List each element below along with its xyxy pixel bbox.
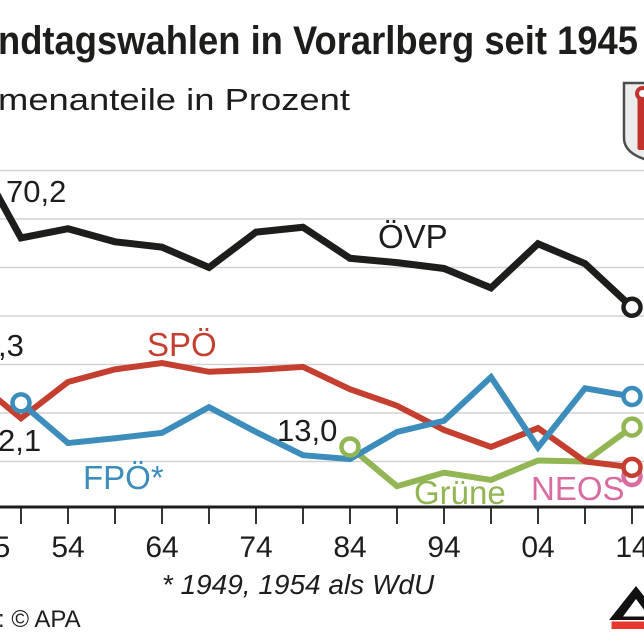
annotation-val_fpoe_1949: 2,1 <box>0 423 41 458</box>
x-tick-label: 54 <box>51 531 84 564</box>
x-tick-label: 5 <box>0 531 10 564</box>
apa-logo-icon <box>609 586 644 629</box>
data-point-marker-fpoe <box>621 385 643 408</box>
annotation-label_neos: NEOS <box>531 470 625 507</box>
annotation-val_oevp_1945: 70,2 <box>6 174 66 209</box>
data-point-marker-gruene <box>621 416 643 438</box>
annotation-label_spoe: SPÖ <box>147 326 217 363</box>
annotation-label_gruene: Grüne <box>414 474 506 511</box>
series-line-spoe <box>0 360 633 471</box>
footnote: * 1949, 1954 als WdU <box>162 569 435 600</box>
annotation-val_gruene_1984: 13,0 <box>277 413 337 448</box>
x-tick-label: 04 <box>521 531 554 564</box>
x-tick-label: 14 <box>615 531 644 564</box>
data-point-marker-fpoe <box>10 392 32 414</box>
data-point-marker-spoe <box>621 456 643 479</box>
x-tick-label: 84 <box>333 531 366 564</box>
chart-subtitle: menanteile in Prozent <box>0 82 350 117</box>
x-tick-label: 94 <box>427 531 460 564</box>
x-tick-label: 64 <box>145 531 178 564</box>
annotation-label_fpoe: FPÖ* <box>83 459 164 496</box>
annotation-val_spoe_1945: ,3 <box>0 328 24 363</box>
annotation-label_oevp: ÖVP <box>378 218 448 255</box>
series-line-oevp <box>0 192 635 310</box>
data-point-marker-oevp <box>621 296 643 319</box>
x-tick-label: 74 <box>239 531 272 564</box>
plot-area: 5 54 64 74 84 94 04 14 70,2 ,3 2,1 13,0 ÖVP SPÖ FPÖ* Gr… <box>0 169 644 564</box>
data-point-marker-gruene <box>339 436 361 458</box>
page-title: ndtagswahlen in Vorarlberg seit 1945 <box>0 19 638 63</box>
vorarlberg-crest-icon <box>622 81 644 161</box>
source-credit: : © APA <box>0 606 81 633</box>
series-line-fpoe <box>19 372 633 463</box>
